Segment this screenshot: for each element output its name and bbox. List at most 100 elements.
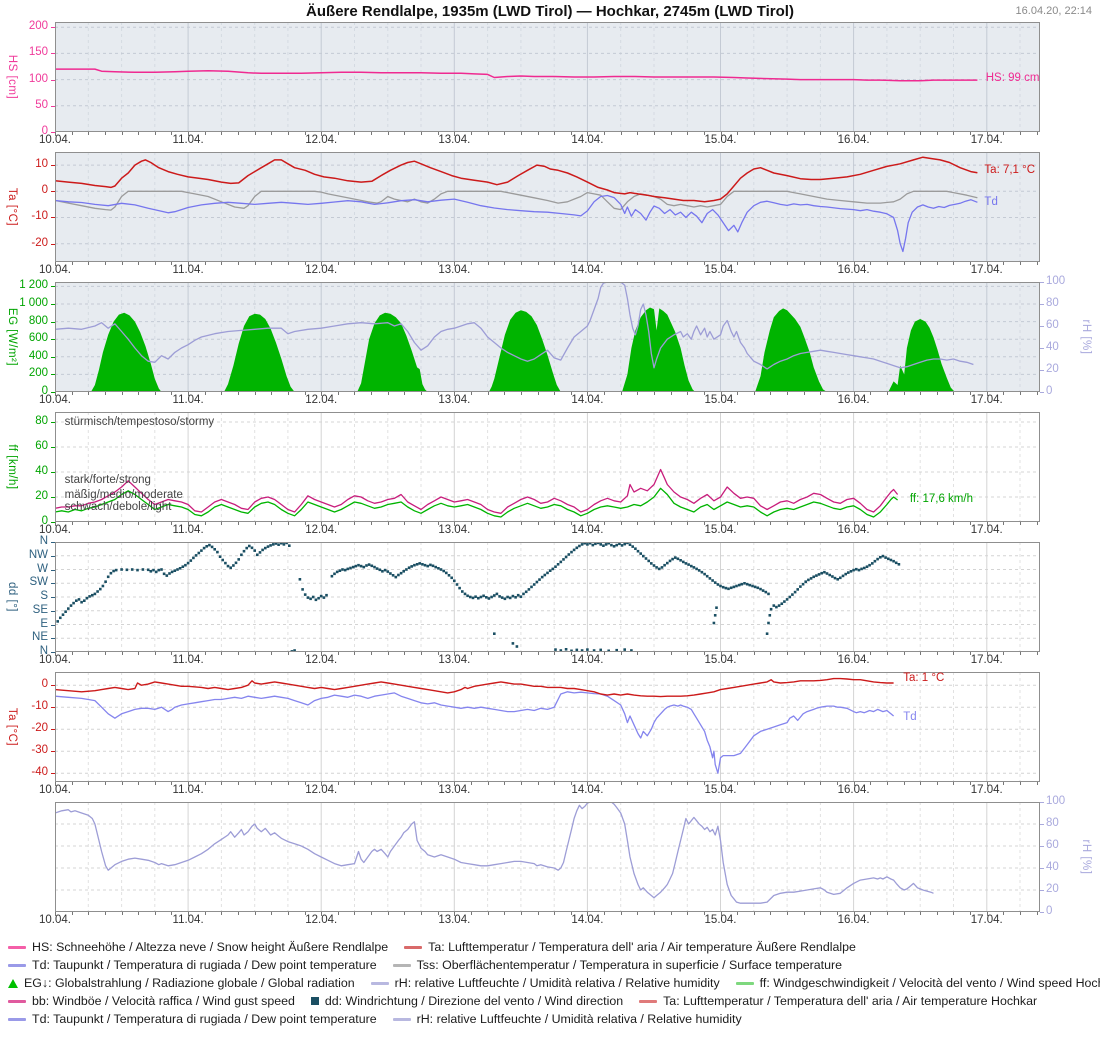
legend: HS: Schneehöhe / Altezza neve / Snow hei… (0, 932, 1100, 1028)
x-tick-mark (854, 912, 855, 916)
x-tick-mark (754, 782, 755, 785)
x-tick-mark (820, 912, 821, 915)
series-line-icon (8, 999, 26, 1003)
x-tick-mark (571, 392, 572, 395)
x-tick-mark (255, 652, 256, 655)
x-tick-mark (504, 912, 505, 915)
x-tick-mark (255, 522, 256, 525)
chart-ff-plot (55, 412, 1040, 522)
x-tick-mark (305, 132, 306, 135)
timestamp: 16.04.20, 22:14 (1015, 5, 1092, 17)
x-tick-mark (987, 262, 988, 266)
annotation: stark/forte/strong (64, 473, 151, 486)
x-tick-mark (820, 262, 821, 265)
x-tick-mark (221, 392, 222, 395)
y-tick-label: W (37, 562, 48, 575)
x-tick-mark (404, 912, 405, 915)
x-tick-label: 15.04. (704, 264, 737, 276)
x-tick-mark (321, 912, 322, 916)
x-tick-label: 17.04. (970, 914, 1003, 926)
x-tick-mark (122, 392, 123, 395)
x-tick-mark (321, 262, 322, 266)
x-tick-mark (371, 522, 372, 525)
y-axis-title-eg: EG [W/m²] (6, 307, 18, 367)
x-tick-mark (953, 262, 954, 265)
x-tick-mark (321, 522, 322, 526)
x-tick-label: 11.04. (172, 264, 204, 276)
x-tick-mark (371, 912, 372, 915)
x-tick-mark (338, 912, 339, 915)
x-tick-mark (887, 652, 888, 655)
x-tick-mark (521, 132, 522, 135)
x-tick-mark (1020, 262, 1021, 265)
x-tick-mark (870, 522, 871, 525)
x-tick-mark (155, 652, 156, 655)
x-tick-mark (354, 652, 355, 655)
y-tick-label: N (39, 645, 48, 657)
x-tick-mark (770, 262, 771, 265)
y-tick-label: NE (32, 631, 48, 644)
x-tick-mark (488, 522, 489, 525)
x-tick-mark (171, 392, 172, 395)
x-tick-mark (504, 262, 505, 265)
right-tick-label: 100 (1046, 275, 1066, 287)
x-tick-label: 16.04. (837, 654, 870, 666)
right-tick-label: 20 (1046, 363, 1059, 375)
x-tick-mark (404, 262, 405, 265)
right-tick-mark (1040, 370, 1044, 371)
x-tick-mark (321, 392, 322, 396)
y-tick-mark (51, 751, 55, 752)
annotation: HS: 99 cm (985, 71, 1040, 84)
x-tick-mark (970, 132, 971, 135)
x-tick-mark (604, 782, 605, 785)
x-tick-mark (770, 132, 771, 135)
x-tick-mark (937, 392, 938, 395)
x-tick-mark (687, 392, 688, 395)
x-tick-mark (55, 132, 56, 136)
x-tick-mark (554, 522, 555, 525)
chart-ta-hochkar: Ta [°C] 0 -10 -20 -30 -40 10.04. 11.04. 12.04. 13… (0, 672, 1100, 802)
x-tick-mark (804, 392, 805, 395)
y-tick-label: SE (32, 603, 48, 616)
x-tick-label: 17.04. (970, 654, 1003, 666)
x-tick-label: 17.04. (970, 394, 1003, 406)
y-tick-mark (51, 392, 55, 393)
y-tick-label: 10 (35, 158, 48, 171)
x-tick-mark (488, 262, 489, 265)
x-tick-mark (787, 392, 788, 395)
x-tick-mark (72, 782, 73, 785)
x-tick-mark (637, 392, 638, 395)
right-tick-mark (1040, 304, 1044, 305)
legend-entry: Td: Taupunkt / Temperatura di rugiada / … (8, 1012, 377, 1026)
x-tick-label: 15.04. (704, 654, 737, 666)
x-tick-mark (987, 522, 988, 526)
x-tick-label: 10.04. (39, 914, 71, 926)
x-tick-mark (471, 912, 472, 915)
x-tick-label: 10.04. (39, 654, 71, 666)
x-tick-mark (205, 912, 206, 915)
y-tick-label: 60 (35, 440, 48, 452)
x-tick-mark (737, 912, 738, 915)
x-tick-label: 17.04. (970, 264, 1003, 276)
y-tick-mark (51, 244, 55, 245)
x-tick-label: 17.04. (970, 784, 1003, 796)
x-tick-mark (854, 652, 855, 656)
x-tick-mark (72, 522, 73, 525)
x-tick-mark (338, 392, 339, 395)
x-tick-mark (621, 132, 622, 135)
x-tick-mark (354, 522, 355, 525)
x-tick-mark (471, 522, 472, 525)
x-tick-mark (388, 522, 389, 525)
y-tick-label: -40 (31, 766, 48, 779)
x-tick-mark (721, 782, 722, 786)
series-line-icon (392, 963, 411, 967)
x-tick-mark (621, 652, 622, 655)
right-tick-mark (1040, 912, 1044, 913)
x-tick-mark (1003, 262, 1004, 265)
x-tick-mark (770, 652, 771, 655)
right-tick-label: 40 (1046, 861, 1059, 873)
x-tick-mark (438, 912, 439, 915)
right-tick-mark (1040, 824, 1044, 825)
right-axis-title-rh-hochkar: rH [%] (1080, 839, 1092, 875)
x-tick-mark (55, 392, 56, 396)
